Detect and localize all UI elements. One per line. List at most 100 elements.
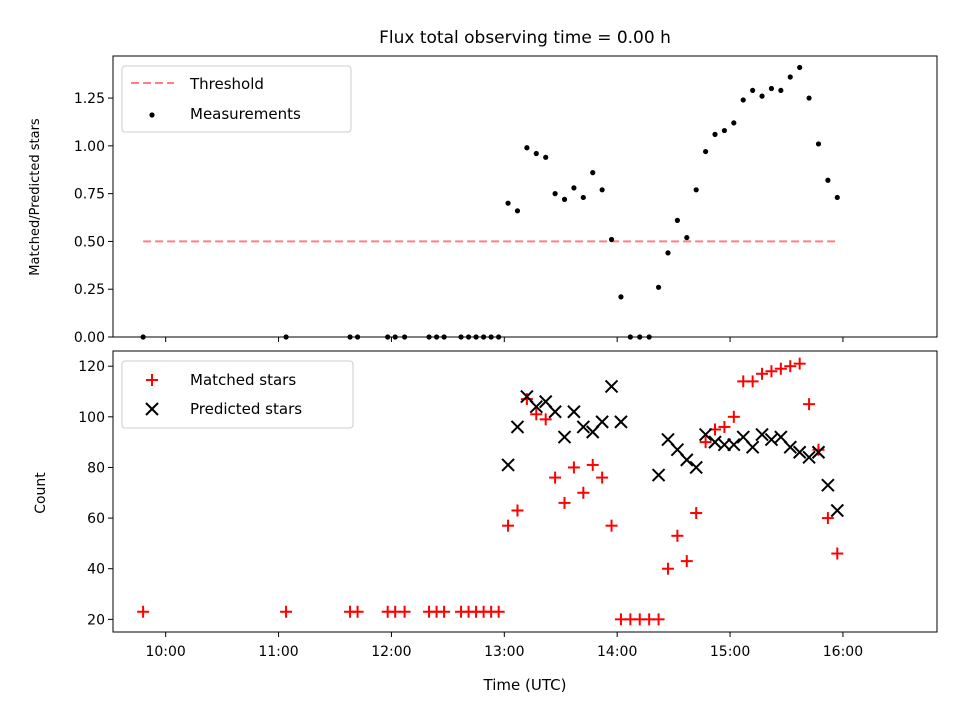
measurement-point	[473, 334, 479, 340]
measurement-point	[140, 334, 146, 340]
predicted-stars-point	[680, 453, 694, 467]
top-y-axis-label: Matched/Predicted stars	[28, 118, 43, 276]
measurement-point	[392, 334, 398, 340]
predicted-stars-point	[595, 415, 609, 429]
legend-predicted-label: Predicted stars	[190, 400, 302, 418]
measurement-point	[481, 334, 487, 340]
measurement-point	[580, 194, 586, 201]
bottom-x-tick-label: 10:00	[145, 644, 185, 660]
matched-stars-point	[812, 443, 825, 456]
measurement-point	[283, 334, 289, 340]
matched-stars-point	[558, 496, 571, 509]
measurement-point	[637, 334, 643, 340]
matched-stars-point	[652, 613, 665, 626]
bottom-y-tick-label: 20	[87, 612, 105, 628]
bottom-y-tick-label: 80	[87, 460, 105, 476]
bottom-x-axis: 10:00 11:00 12:00 13:00 14:00 15:00 16:00	[145, 632, 863, 660]
measurement-point	[433, 334, 440, 340]
top-y-tick-label: 0.50	[74, 234, 105, 250]
chart-title: Flux total observing time = 0.00 h	[379, 28, 671, 48]
measurement-point	[750, 87, 756, 94]
measurement-point	[543, 154, 549, 160]
measurement-point	[778, 87, 784, 94]
matched-stars-point	[596, 471, 609, 484]
matched-stars-point	[718, 420, 731, 433]
measurement-point	[646, 334, 652, 340]
predicted-stars-point	[567, 405, 581, 419]
matched-stars-point	[690, 507, 703, 520]
predicted-stars-point	[651, 468, 666, 482]
matched-stars-point	[661, 562, 674, 575]
predicted-stars-point	[755, 427, 769, 442]
measurement-point	[488, 334, 494, 340]
predicted-stars-point	[727, 437, 741, 452]
predicted-stars-point	[802, 450, 816, 465]
matched-stars-point	[765, 365, 778, 378]
measurement-point	[496, 334, 502, 340]
matched-stars-point	[398, 605, 411, 618]
measurement-point	[618, 294, 624, 300]
matched-stars-point	[831, 547, 844, 560]
measurement-point	[465, 334, 472, 340]
predicted-stars-point	[830, 503, 844, 518]
measurement-point	[385, 334, 391, 340]
bottom-legend-frame	[121, 360, 354, 429]
top-y-tick-label: 1.25	[74, 91, 105, 107]
top-legend-frame	[121, 65, 352, 133]
measurement-point	[599, 187, 605, 193]
bottom-data-marks	[137, 357, 844, 626]
measurement-point	[740, 97, 746, 103]
matched-stars-point	[605, 519, 618, 532]
top-y-tick-label: 0.25	[74, 282, 105, 298]
matched-stars-point	[586, 458, 599, 471]
matched-stars-point	[511, 504, 524, 517]
measurement-point	[759, 93, 765, 99]
matched-stars-point	[351, 605, 364, 618]
measurement-point	[768, 85, 775, 92]
top-legend: Threshold Measurements	[121, 65, 352, 133]
matched-stars-point	[539, 413, 552, 426]
matched-stars-point	[492, 605, 505, 618]
measurement-point	[712, 131, 718, 137]
measurement-point	[806, 95, 812, 101]
top-y-tick-label: 0.00	[74, 330, 105, 346]
measurement-point	[674, 217, 680, 223]
measurement-point	[834, 194, 840, 201]
predicted-stars-point	[821, 478, 835, 492]
matched-stars-point	[803, 398, 816, 411]
bottom-x-tick-label: 11:00	[258, 644, 298, 660]
top-panel: 0.00 0.25 0.50 0.75 1.00 1.25 Matched/Predict…	[28, 55, 938, 346]
bottom-y-tick-label: 60	[87, 511, 105, 527]
predicted-stars-point	[614, 415, 628, 429]
measurement-point	[627, 334, 633, 340]
predicted-stars-point	[576, 420, 591, 434]
bottom-y-tick-label: 120	[78, 359, 105, 375]
measurement-point	[815, 141, 822, 147]
matched-stars-point	[774, 362, 787, 375]
matched-stars-point	[821, 512, 834, 525]
measurement-point	[441, 334, 447, 340]
predicted-stars-point	[557, 430, 572, 444]
matched-stars-point	[727, 410, 740, 423]
measurement-point	[552, 191, 558, 197]
matched-stars-point	[502, 519, 515, 532]
measurement-point	[655, 284, 662, 290]
legend-threshold-label: Threshold	[189, 75, 264, 93]
matched-stars-point	[756, 367, 769, 380]
measurement-point	[665, 250, 671, 256]
matched-stars-point	[577, 486, 590, 499]
measurement-point	[787, 74, 793, 80]
legend-measurements-label: Measurements	[190, 105, 301, 123]
predicted-stars-point	[783, 440, 797, 454]
measurement-point	[684, 234, 690, 241]
matched-stars-point	[746, 375, 759, 388]
matched-stars-point	[680, 555, 693, 568]
measurement-point	[693, 187, 699, 193]
matched-stars-point	[438, 605, 451, 618]
matched-stars-point	[520, 393, 533, 406]
measurement-point	[505, 200, 511, 206]
predicted-stars-point	[548, 405, 562, 419]
legend-predicted-swatch	[145, 402, 159, 416]
measurement-point	[721, 127, 728, 134]
